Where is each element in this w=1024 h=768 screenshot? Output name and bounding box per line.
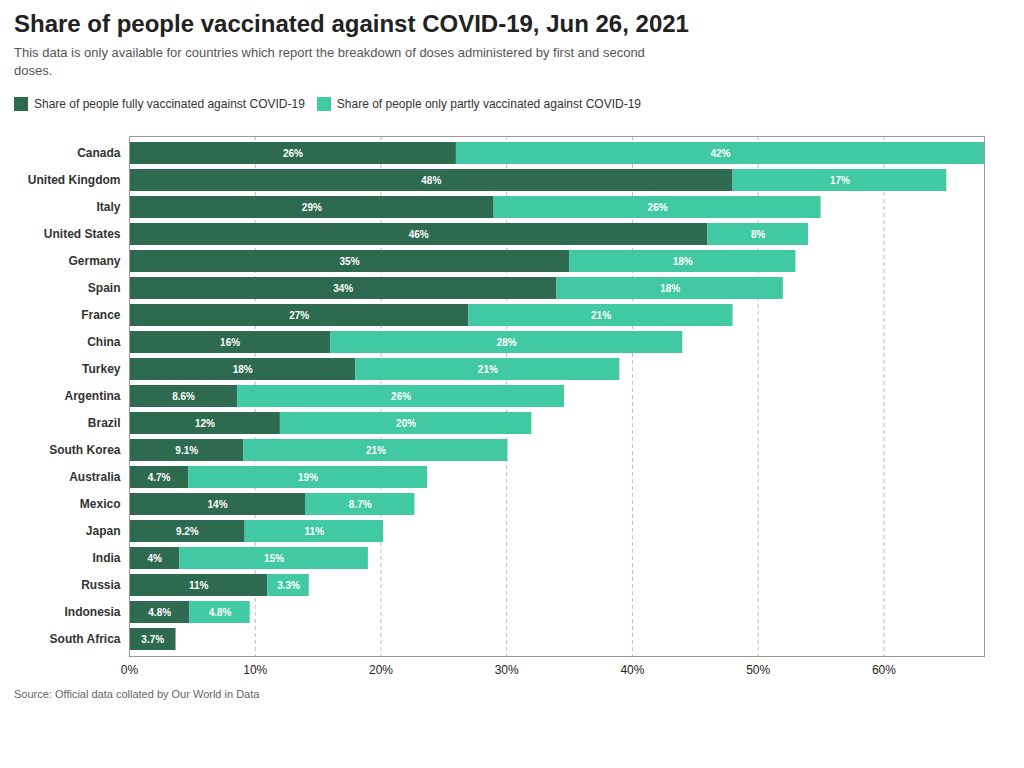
svg-text:9.2%: 9.2%: [176, 526, 199, 537]
svg-text:11%: 11%: [189, 580, 209, 591]
svg-text:9.1%: 9.1%: [175, 445, 198, 456]
svg-text:18%: 18%: [233, 364, 253, 375]
svg-text:26%: 26%: [648, 202, 668, 213]
svg-text:17%: 17%: [830, 175, 850, 186]
svg-text:10%: 10%: [243, 663, 267, 677]
svg-text:Indonesia: Indonesia: [64, 605, 120, 619]
svg-text:8%: 8%: [751, 229, 766, 240]
svg-text:4%: 4%: [147, 553, 162, 564]
svg-text:26%: 26%: [391, 391, 411, 402]
svg-text:8.7%: 8.7%: [349, 499, 372, 510]
svg-text:12%: 12%: [195, 418, 215, 429]
svg-text:Russia: Russia: [81, 578, 121, 592]
svg-text:29%: 29%: [302, 202, 322, 213]
svg-text:United Kingdom: United Kingdom: [28, 173, 121, 187]
svg-text:35%: 35%: [340, 256, 360, 267]
svg-text:19%: 19%: [298, 472, 318, 483]
svg-text:20%: 20%: [369, 663, 393, 677]
svg-text:Spain: Spain: [88, 281, 121, 295]
svg-text:France: France: [81, 308, 121, 322]
svg-text:18%: 18%: [660, 283, 680, 294]
svg-text:16%: 16%: [220, 337, 240, 348]
svg-text:Mexico: Mexico: [80, 497, 121, 511]
svg-text:46%: 46%: [409, 229, 429, 240]
svg-text:4.8%: 4.8%: [148, 607, 171, 618]
svg-text:0%: 0%: [121, 663, 139, 677]
svg-text:26%: 26%: [283, 148, 303, 159]
svg-text:60%: 60%: [872, 663, 896, 677]
svg-text:3.3%: 3.3%: [277, 580, 300, 591]
svg-text:United States: United States: [44, 227, 121, 241]
svg-text:50%: 50%: [746, 663, 770, 677]
svg-text:South Africa: South Africa: [50, 632, 121, 646]
html-text:Share of people fully vaccinat: Share of people fully vaccinated against…: [34, 96, 305, 111]
html-text:Source: Official data collated: Source: Official data collated by Our Wo…: [14, 688, 260, 701]
svg-text:Turkey: Turkey: [82, 362, 121, 376]
svg-text:20%: 20%: [396, 418, 416, 429]
svg-text:48%: 48%: [421, 175, 441, 186]
svg-text:15%: 15%: [264, 553, 284, 564]
svg-text:Australia: Australia: [69, 470, 121, 484]
svg-text:21%: 21%: [591, 310, 611, 321]
html-text:Share of people only partly va: Share of people only partly vaccinated a…: [336, 96, 641, 111]
svg-text:14%: 14%: [208, 499, 228, 510]
svg-text:18%: 18%: [673, 256, 693, 267]
html-text:Share of people vaccinated aga: Share of people vaccinated against COVID…: [14, 10, 689, 37]
svg-text:4.8%: 4.8%: [209, 607, 232, 618]
svg-text:Brazil: Brazil: [88, 416, 121, 430]
svg-text:21%: 21%: [478, 364, 498, 375]
svg-text:3.7%: 3.7%: [141, 634, 164, 645]
svg-text:28%: 28%: [497, 337, 517, 348]
html-text:This data is only available fo: This data is only available for countrie…: [14, 45, 645, 78]
svg-text:South Korea: South Korea: [49, 443, 121, 457]
svg-text:4.7%: 4.7%: [148, 472, 171, 483]
svg-text:Canada: Canada: [77, 146, 121, 160]
svg-text:8.6%: 8.6%: [172, 391, 195, 402]
svg-text:11%: 11%: [305, 526, 325, 537]
svg-text:42%: 42%: [710, 148, 730, 159]
svg-text:India: India: [92, 551, 120, 565]
svg-text:30%: 30%: [495, 663, 519, 677]
svg-text:China: China: [87, 335, 121, 349]
svg-text:27%: 27%: [289, 310, 309, 321]
svg-text:34%: 34%: [333, 283, 353, 294]
svg-text:40%: 40%: [620, 663, 644, 677]
svg-text:Japan: Japan: [86, 524, 121, 538]
svg-text:Italy: Italy: [96, 200, 120, 214]
svg-text:Argentina: Argentina: [64, 389, 120, 403]
svg-text:21%: 21%: [366, 445, 386, 456]
svg-text:Germany: Germany: [68, 254, 120, 268]
